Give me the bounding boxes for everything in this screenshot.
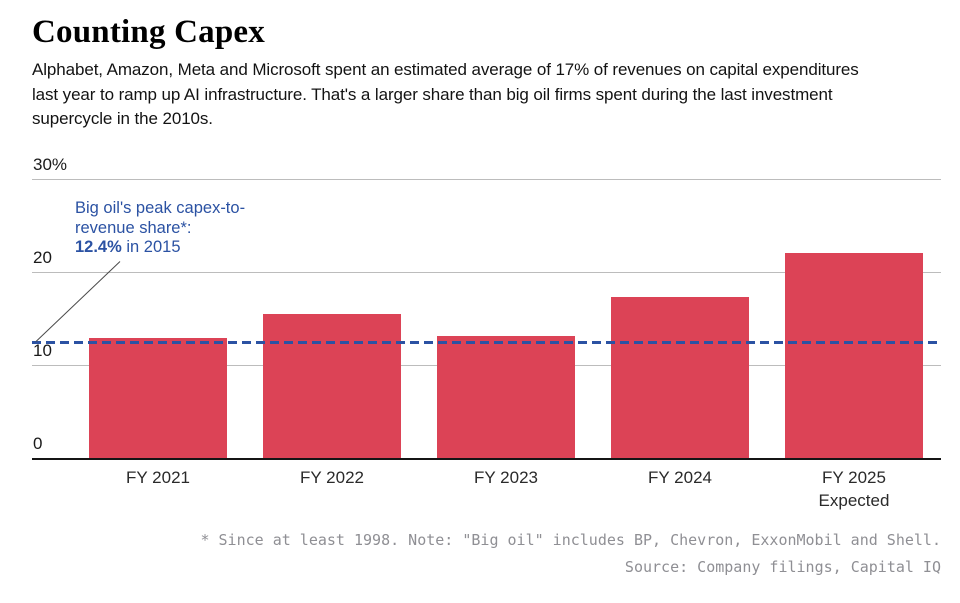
- chart-title: Counting Capex: [32, 14, 265, 50]
- gridline: [32, 272, 941, 273]
- x-axis-label: FY 2021: [126, 468, 190, 487]
- x-axis-label: FY 2023: [474, 468, 538, 487]
- gridline: [32, 179, 941, 180]
- subtitle-line: supercycle in the 2010s.: [32, 109, 213, 128]
- x-axis-label: FY 2022: [300, 468, 364, 487]
- bar-fy-2025: [785, 253, 923, 458]
- annotation-value-suffix: in 2015: [121, 238, 181, 256]
- x-axis-sublabel: Expected: [818, 491, 890, 510]
- source-text: Source: Company filings, Capital IQ: [624, 558, 941, 576]
- annotation-line: revenue share*:: [75, 218, 192, 237]
- footnote-block: * Since at least 1998. Note: "Big oil" i…: [200, 527, 941, 581]
- x-axis-label: FY 2025 Expected: [818, 468, 890, 510]
- annotation-value: 12.4%: [75, 238, 122, 256]
- annotation-line: 12.4% in 2015: [75, 238, 245, 258]
- bar-fy-2021: [89, 338, 227, 458]
- subtitle-line: Alphabet, Amazon, Meta and Microsoft spe…: [32, 60, 859, 79]
- y-tick-label: 10: [33, 341, 52, 360]
- bar-fy-2024: [611, 297, 749, 458]
- reference-annotation: Big oil's peak capex-to- revenue share*:…: [75, 199, 245, 258]
- x-axis-label: FY 2024: [648, 468, 712, 487]
- y-tick-label: 0: [33, 434, 43, 453]
- y-tick-label: 20: [33, 248, 52, 267]
- annotation-pointer-line: [35, 261, 121, 342]
- y-tick-label: 30%: [33, 155, 68, 174]
- plot-area: Big oil's peak capex-to- revenue share*:…: [32, 155, 941, 510]
- subtitle-line: last year to ramp up AI infrastructure. …: [32, 84, 833, 104]
- reference-dashed-line: [32, 341, 941, 345]
- footnote-text: * Since at least 1998. Note: "Big oil" i…: [200, 531, 941, 549]
- bar-fy-2023: [437, 336, 575, 458]
- annotation-line: Big oil's peak capex-to-: [75, 199, 246, 217]
- bar-fy-2022: [263, 313, 401, 458]
- chart-subtitle: Alphabet, Amazon, Meta and Microsoft spe…: [32, 58, 947, 132]
